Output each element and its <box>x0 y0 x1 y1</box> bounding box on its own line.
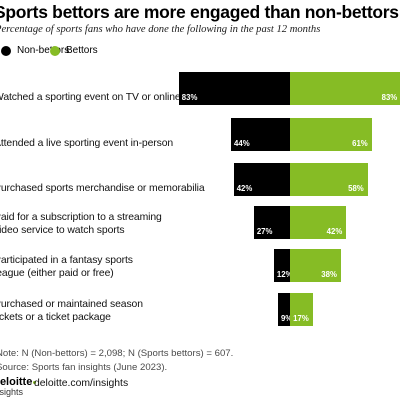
chart-subtitle: Percentage of sports fans who have done … <box>0 24 321 35</box>
logo-green-dot <box>33 381 37 384</box>
data-label-bettors: 17% <box>293 314 309 323</box>
deloitte-logo: Deloitte Insights <box>0 376 37 397</box>
legend-swatch-non-bettors <box>1 45 11 56</box>
category-label: tickets or a ticket package <box>0 311 111 323</box>
bar-bettors: 42% <box>290 206 347 239</box>
data-label-bettors: 38% <box>321 270 337 279</box>
bar-bettors: 58% <box>290 163 368 196</box>
chart-source: Source: Sports fan insights (June 2023). <box>0 362 168 373</box>
legend-label-non-bettors: Non-bettors <box>17 45 70 56</box>
category-label: video service to watch sports <box>0 224 125 236</box>
legend-item-bettors: Bettors <box>50 45 98 56</box>
logo-subtext: Insights <box>0 387 24 397</box>
data-label-non-bettors: 9% <box>280 314 293 323</box>
bar-bettors: 17% <box>290 293 313 326</box>
data-label-bettors: 61% <box>352 139 368 148</box>
deloitte-insights-link[interactable]: deloitte.com/insights <box>34 378 129 389</box>
data-label-bettors: 42% <box>326 227 343 236</box>
bar-non-bettors: 27% <box>253 206 290 239</box>
legend-swatch-bettors <box>50 45 60 56</box>
category-label: Purchased sports merchandise or memorabi… <box>0 183 205 194</box>
bar-non-bettors: 9% <box>277 293 293 326</box>
data-label-non-bettors: 27% <box>256 227 273 236</box>
legend-item-non-bettors: Non-bettors <box>1 45 69 56</box>
bar-bettors: 38% <box>290 249 341 282</box>
bar-non-bettors: 44% <box>231 118 290 151</box>
data-label-non-bettors: 12% <box>276 270 293 279</box>
bar-bettors: 83% <box>290 72 400 105</box>
category-label: league (either paid or free) <box>0 267 114 279</box>
data-label-bettors: 83% <box>381 93 398 102</box>
chart-title: Sports bettors are more engaged than non… <box>0 2 399 22</box>
category-label: Paid for a subscription to a streaming <box>0 211 162 223</box>
category-label: Purchased or maintained season <box>0 298 143 310</box>
logo-wordmark: Deloitte <box>0 376 33 388</box>
bar-non-bettors: 12% <box>273 249 293 282</box>
data-label-non-bettors: 44% <box>234 139 250 148</box>
legend-label-bettors: Bettors <box>66 45 98 56</box>
bar-non-bettors: 42% <box>233 163 290 196</box>
bar-non-bettors: 83% <box>178 72 290 105</box>
category-label: Attended a live sporting event in-person <box>0 138 174 149</box>
chart-note: Note: N (Non-bettors) = 2,098; N (Sports… <box>0 348 234 359</box>
data-label-non-bettors: 42% <box>236 184 253 193</box>
bar-bettors: 61% <box>290 118 372 151</box>
category-label: Watched a sporting event on TV or online <box>0 92 181 103</box>
data-label-non-bettors: 83% <box>181 93 198 102</box>
data-label-bettors: 58% <box>348 184 364 193</box>
category-label: Participated in a fantasy sports <box>0 254 133 266</box>
